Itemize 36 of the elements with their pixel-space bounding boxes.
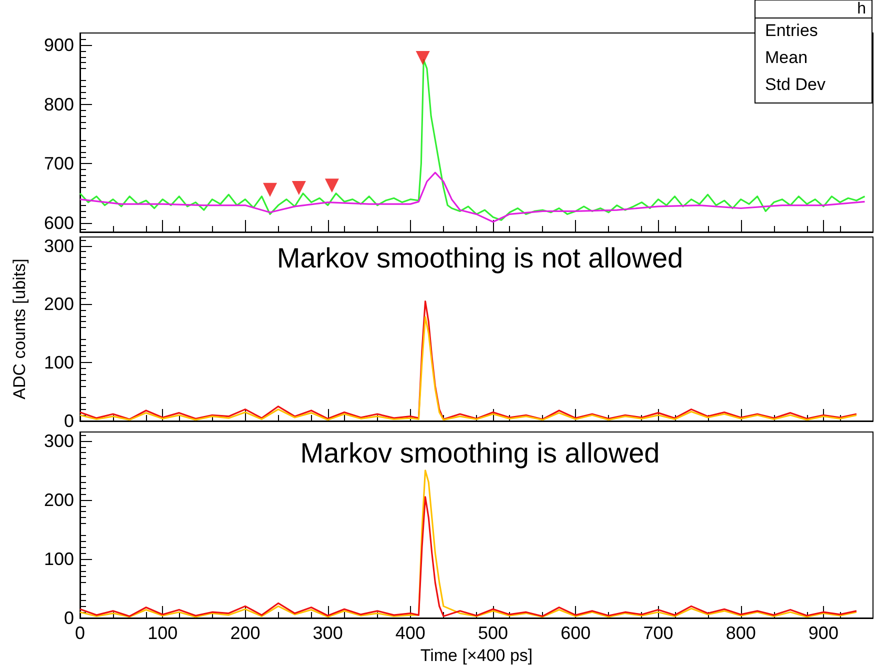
x-tick-label: 800 [726, 623, 756, 643]
line-series [79, 496, 858, 618]
point [324, 178, 339, 193]
y-tick-label: 800 [44, 94, 74, 114]
x-tick-label: 500 [478, 623, 508, 643]
chart-title: Markov smoothing is not allowed [276, 242, 684, 274]
y-tick-label: 200 [44, 294, 74, 314]
y-tick-label: 600 [44, 213, 74, 234]
line-series [79, 172, 866, 223]
x-tick-label: 400 [395, 623, 426, 643]
y-tick-label: 100 [44, 548, 74, 569]
chart-title: Markov smoothing is allowed [300, 438, 660, 468]
x-tick-label: 300 [312, 623, 343, 643]
line-series [79, 470, 858, 618]
x-axis-title: Time [×400 ps] [420, 646, 533, 665]
point [416, 50, 430, 65]
y-tick-label: 300 [44, 236, 74, 256]
y-tick-label: 0 [64, 608, 74, 628]
y-tick-label: 700 [44, 154, 74, 174]
text: h [857, 0, 866, 18]
annotation: Entries [765, 21, 818, 40]
point [262, 182, 277, 197]
annotation: Mean [765, 48, 808, 67]
x-tick-label: 700 [643, 623, 674, 643]
annotation: Std Dev [765, 75, 826, 94]
y-tick-label: 0 [64, 411, 74, 431]
x-tick-label: 900 [808, 623, 838, 643]
point [292, 181, 306, 196]
x-tick-label: 200 [230, 623, 260, 643]
x-tick-label: 600 [560, 623, 591, 643]
y-tick-label: 100 [44, 352, 74, 373]
y-tick-label: 300 [44, 430, 74, 451]
y-tick-label: 200 [44, 490, 74, 510]
y-tick-label: 900 [44, 34, 74, 55]
y-axis-title: ADC counts [ubits] [10, 258, 29, 400]
x-tick-label: 100 [148, 623, 178, 643]
